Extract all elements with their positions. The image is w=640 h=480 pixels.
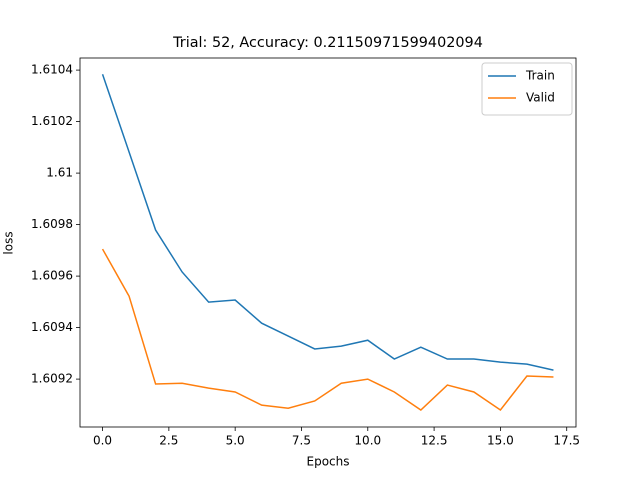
y-tick-label: 1.6094: [31, 320, 73, 334]
x-tick-label: 15.0: [487, 434, 514, 448]
y-tick-label: 1.6104: [31, 63, 73, 77]
x-tick-label: 10.0: [354, 434, 381, 448]
legend-label: Train: [525, 69, 555, 83]
series-line: [101, 73, 554, 371]
legend-label: Valid: [526, 91, 555, 105]
x-axis-label: Epochs: [307, 455, 350, 469]
chart-title: Trial: 52, Accuracy: 0.21150971599402094: [172, 35, 483, 51]
series-line: [101, 248, 554, 412]
y-tick-label: 1.6092: [31, 372, 73, 386]
x-tick-label: 12.5: [421, 434, 448, 448]
x-tick-label: 0.0: [93, 434, 112, 448]
x-tick-label: 17.5: [553, 434, 580, 448]
x-tick-label: 7.5: [292, 434, 311, 448]
y-tick-label: 1.6096: [31, 269, 73, 283]
axes-frame: [79, 57, 577, 428]
x-tick-label: 2.5: [159, 434, 178, 448]
y-tick-label: 1.61: [46, 166, 73, 180]
y-axis-label: loss: [2, 231, 16, 254]
y-tick-label: 1.6098: [31, 217, 73, 231]
x-tick-label: 5.0: [226, 434, 245, 448]
y-tick-label: 1.6102: [31, 114, 73, 128]
